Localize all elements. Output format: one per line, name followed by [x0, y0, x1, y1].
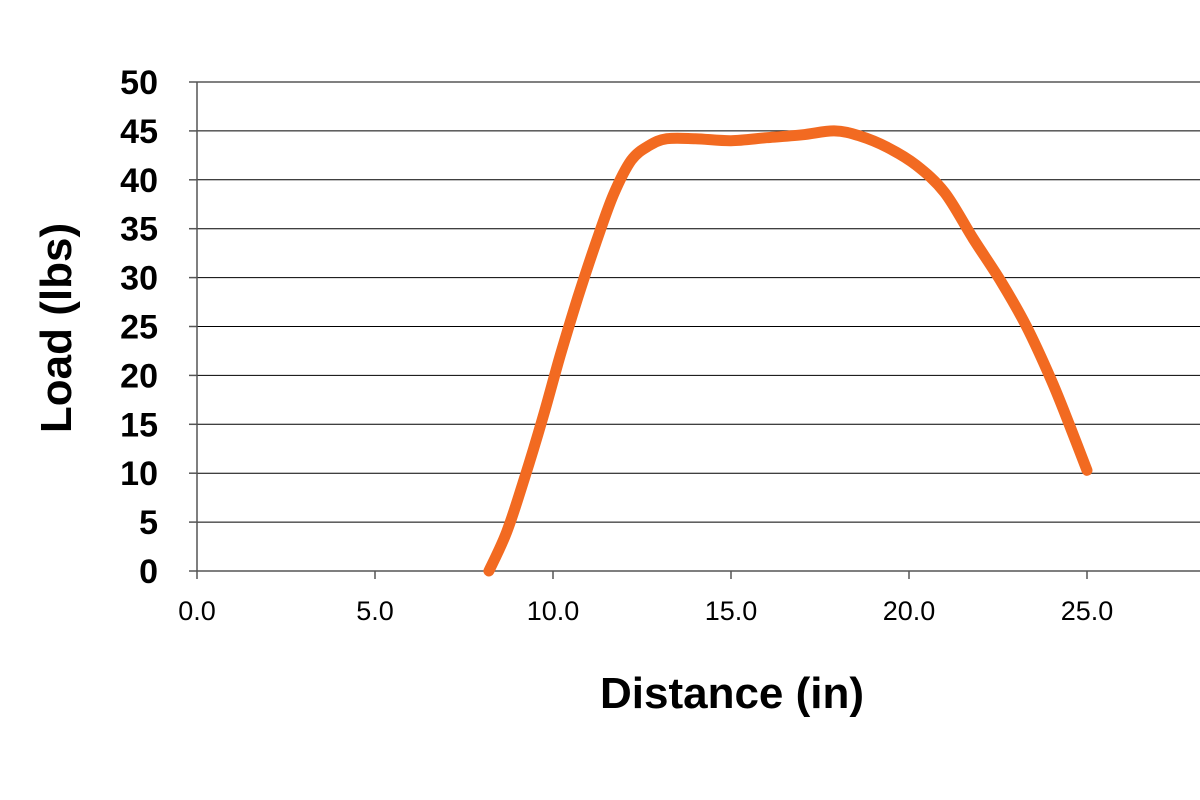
- y-tick-label: 15: [120, 406, 158, 444]
- y-tick-label: 10: [120, 455, 158, 493]
- gridlines: [197, 81, 1200, 523]
- y-tick-label: 45: [120, 113, 158, 151]
- x-tick-label: 5.0: [356, 596, 394, 626]
- y-tick-label: 0: [139, 553, 158, 591]
- y-tick-label: 35: [120, 211, 158, 249]
- y-tick-label: 20: [120, 357, 158, 395]
- y-tick-labels: 0 5 10 15 20 25 30 35 40 45 50: [120, 64, 158, 591]
- series-line-0: [483, 125, 1093, 577]
- y-tick-label: 50: [120, 64, 158, 102]
- y-tick-label: 30: [120, 260, 158, 298]
- x-tick-labels: 0.0 5.0 10.0 15.0 20.0 25.0: [178, 596, 1113, 626]
- axes: [189, 81, 1200, 579]
- x-tick-label: 15.0: [705, 596, 758, 626]
- x-tick-label: 25.0: [1061, 596, 1114, 626]
- y-tick-label: 5: [139, 504, 158, 542]
- x-tick-label: 20.0: [883, 596, 936, 626]
- y-tick-label: 25: [120, 309, 158, 347]
- y-tick-label: 40: [120, 162, 158, 200]
- series-layer: [483, 125, 1093, 577]
- x-axis-title: Distance (in): [600, 669, 864, 718]
- x-tick-label: 0.0: [178, 596, 216, 626]
- x-tick-label: 10.0: [527, 596, 580, 626]
- y-axis-title: Load (lbs): [32, 223, 81, 433]
